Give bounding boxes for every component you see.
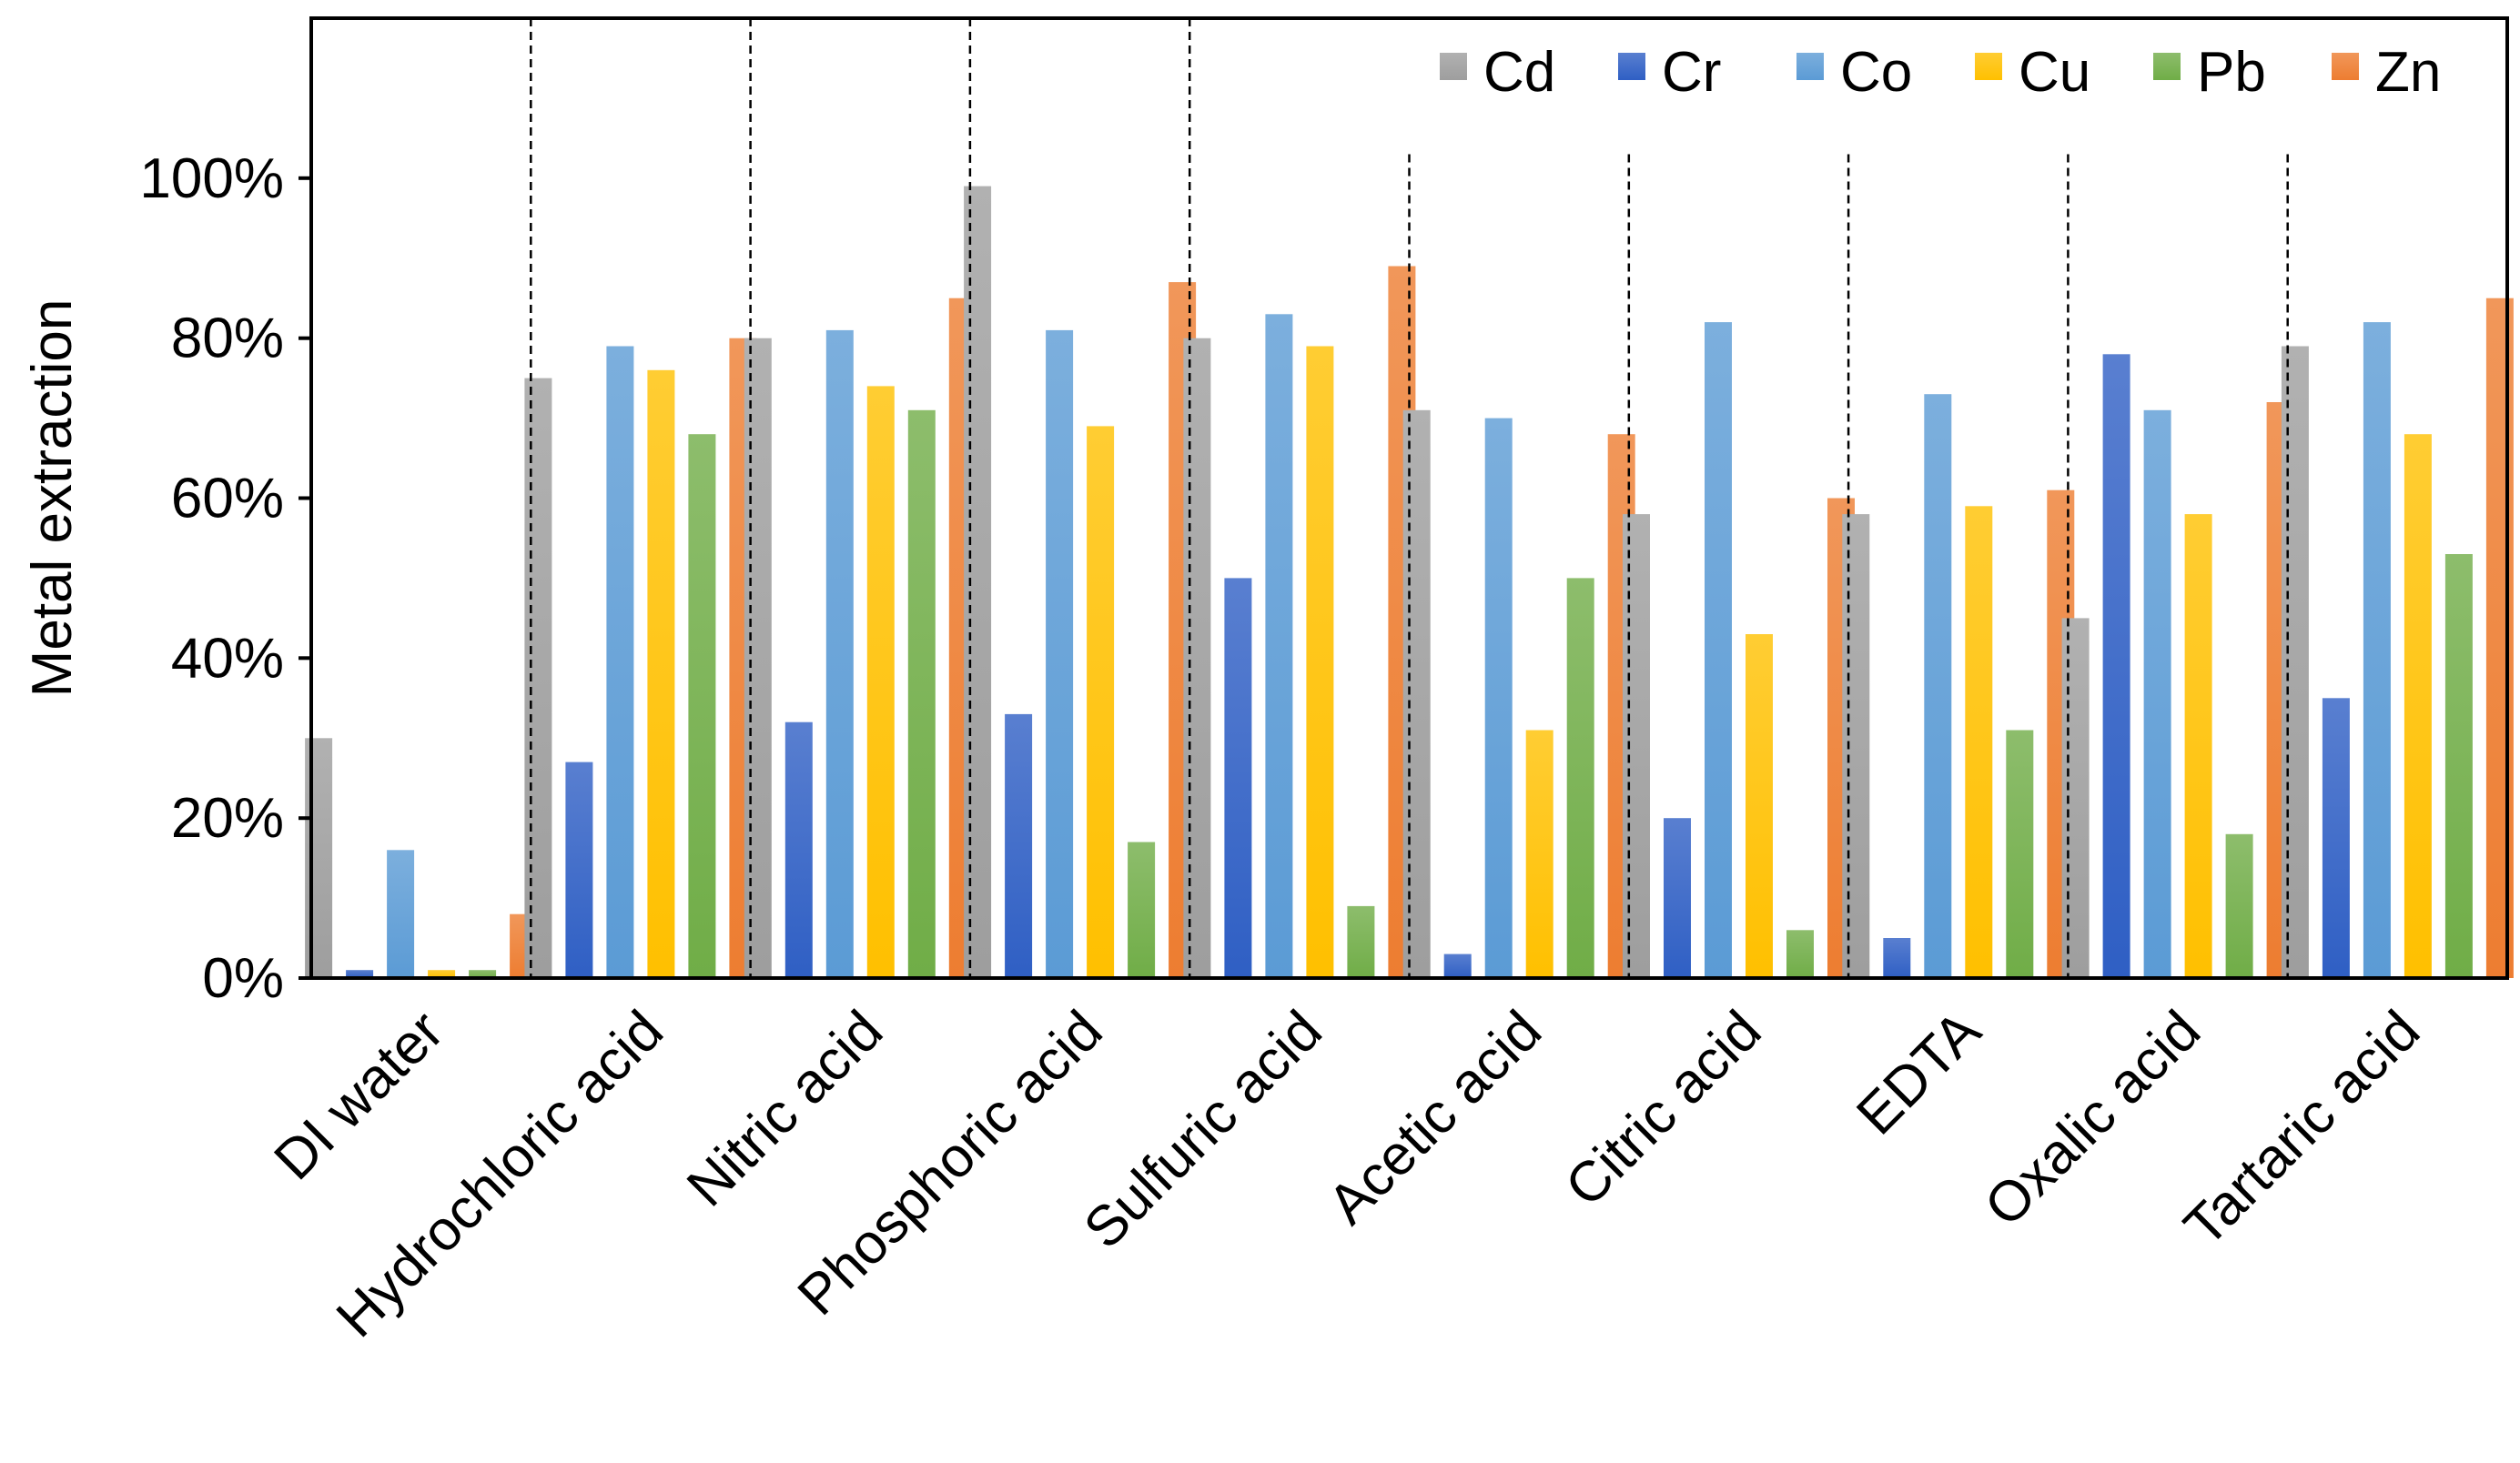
x-category-label: Sulfuric acid bbox=[1072, 999, 1334, 1261]
bar-cr-7 bbox=[1664, 818, 1691, 978]
bar-co-9 bbox=[2143, 409, 2171, 978]
bar-cu-5 bbox=[1306, 346, 1334, 978]
x-category-label: DI water bbox=[262, 999, 455, 1192]
bar-co-5 bbox=[1265, 314, 1293, 978]
y-tick-label: 40% bbox=[171, 627, 284, 690]
bar-cd-9 bbox=[2061, 618, 2090, 978]
bar-pb-6 bbox=[1566, 578, 1594, 978]
bar-cr-4 bbox=[1005, 713, 1033, 978]
legend-swatch-cr bbox=[1618, 53, 1645, 80]
bar-cu-1 bbox=[428, 970, 456, 978]
x-category-label: Oxalic acid bbox=[1973, 999, 2212, 1238]
bar-cu-6 bbox=[1525, 730, 1553, 978]
y-axis-label: Metal extraction bbox=[21, 299, 84, 698]
bar-zn-10 bbox=[2485, 298, 2514, 978]
bar-cr-2 bbox=[565, 762, 593, 978]
bar-cu-10 bbox=[2404, 434, 2432, 978]
x-category-label: EDTA bbox=[1845, 999, 1993, 1147]
bar-pb-1 bbox=[469, 970, 497, 978]
bar-co-7 bbox=[1705, 322, 1732, 979]
x-category-label: Tartaric acid bbox=[2172, 999, 2432, 1258]
bar-co-1 bbox=[387, 850, 415, 978]
legend-swatch-cd bbox=[1440, 53, 1467, 80]
bar-co-6 bbox=[1484, 418, 1513, 979]
bar-cd-5 bbox=[1183, 338, 1211, 978]
legend-swatch-zn bbox=[2332, 53, 2359, 80]
bar-cu-9 bbox=[2184, 514, 2212, 978]
bar-cr-9 bbox=[2102, 354, 2130, 979]
legend-label-cr: Cr bbox=[1662, 41, 1721, 104]
y-tick-label: 80% bbox=[171, 308, 284, 370]
x-category-label: Acetic acid bbox=[1316, 999, 1553, 1236]
y-tick-label: 0% bbox=[202, 947, 284, 1010]
bar-cu-2 bbox=[647, 369, 675, 978]
legend-swatch-cu bbox=[1975, 53, 2002, 80]
bar-cd-4 bbox=[964, 186, 992, 979]
bar-pb-8 bbox=[2006, 730, 2034, 978]
legend-swatch-pb bbox=[2153, 53, 2181, 80]
x-category-label: Citric acid bbox=[1553, 999, 1773, 1218]
bar-co-10 bbox=[2363, 322, 2391, 979]
legend-label-co: Co bbox=[1840, 41, 1912, 104]
y-axis: 0% 20% 40% 60% 80% 100% bbox=[139, 147, 311, 1010]
bar-cu-4 bbox=[1087, 426, 1115, 978]
bar-co-3 bbox=[825, 329, 854, 978]
bar-cr-8 bbox=[1883, 938, 1911, 978]
bar-cd-10 bbox=[2281, 346, 2309, 978]
y-tick-label: 60% bbox=[171, 468, 284, 530]
bar-cu-7 bbox=[1746, 634, 1773, 978]
bar-pb-9 bbox=[2225, 833, 2253, 979]
category-dividers bbox=[530, 18, 2289, 978]
bar-pb-7 bbox=[1786, 930, 1814, 979]
bar-pb-10 bbox=[2444, 554, 2473, 978]
legend-label-pb: Pb bbox=[2197, 41, 2266, 104]
legend-swatch-co bbox=[1796, 53, 1824, 80]
legend-label-cd: Cd bbox=[1483, 41, 1555, 104]
bar-co-4 bbox=[1046, 329, 1074, 978]
bar-pb-2 bbox=[688, 434, 716, 978]
bar-cr-6 bbox=[1443, 953, 1472, 978]
x-category-label: Nitric acid bbox=[675, 999, 895, 1218]
legend-label-cu: Cu bbox=[2019, 41, 2090, 104]
bar-cr-1 bbox=[346, 970, 374, 978]
bar-cr-10 bbox=[2322, 698, 2350, 978]
bar-pb-3 bbox=[907, 409, 936, 978]
bar-cu-8 bbox=[1965, 506, 1993, 978]
bar-cr-3 bbox=[784, 721, 813, 978]
y-tick-label: 20% bbox=[171, 787, 284, 850]
bar-cr-5 bbox=[1224, 578, 1252, 978]
bar-co-2 bbox=[606, 346, 634, 978]
bar-co-8 bbox=[1924, 394, 1952, 978]
y-tick-label: 100% bbox=[139, 147, 284, 210]
bar-cd-3 bbox=[744, 338, 772, 978]
bar-cd-1 bbox=[305, 738, 333, 979]
bars-layer bbox=[305, 186, 2514, 979]
bar-pb-5 bbox=[1347, 905, 1375, 978]
bar-cd-2 bbox=[524, 378, 552, 979]
bar-cd-7 bbox=[1623, 514, 1650, 978]
bar-cd-6 bbox=[1402, 409, 1431, 978]
bar-cu-3 bbox=[866, 386, 895, 978]
legend: Cd Cr Co Cu Pb Zn bbox=[1440, 41, 2441, 104]
bar-cd-8 bbox=[1842, 514, 1870, 978]
legend-label-zn: Zn bbox=[2375, 41, 2441, 104]
bar-pb-4 bbox=[1128, 842, 1156, 978]
